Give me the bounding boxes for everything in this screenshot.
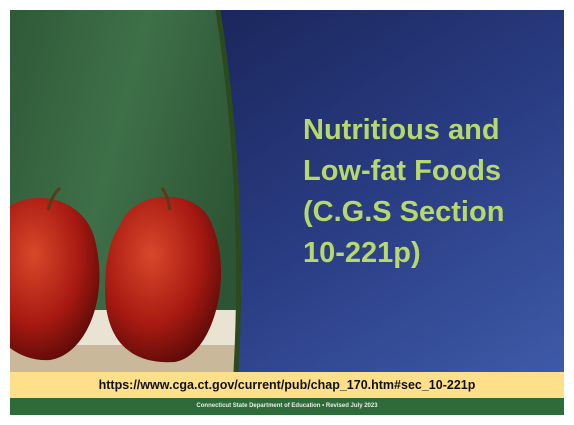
- slide-title: Nutritious and Low-fat Foods (C.G.S Sect…: [303, 110, 553, 274]
- page: Nutritious and Low-fat Foods (C.G.S Sect…: [0, 0, 574, 425]
- title-line: (C.G.S Section: [303, 192, 553, 233]
- footer: Connecticut State Department of Educatio…: [10, 398, 564, 415]
- title-line: Nutritious and: [303, 110, 553, 151]
- title-line: Low-fat Foods: [303, 151, 553, 192]
- url-banner[interactable]: https://www.cga.ct.gov/current/pub/chap_…: [10, 372, 564, 398]
- title-line: 10-221p): [303, 233, 553, 274]
- apple-photo: [10, 10, 250, 372]
- slide: Nutritious and Low-fat Foods (C.G.S Sect…: [10, 10, 564, 415]
